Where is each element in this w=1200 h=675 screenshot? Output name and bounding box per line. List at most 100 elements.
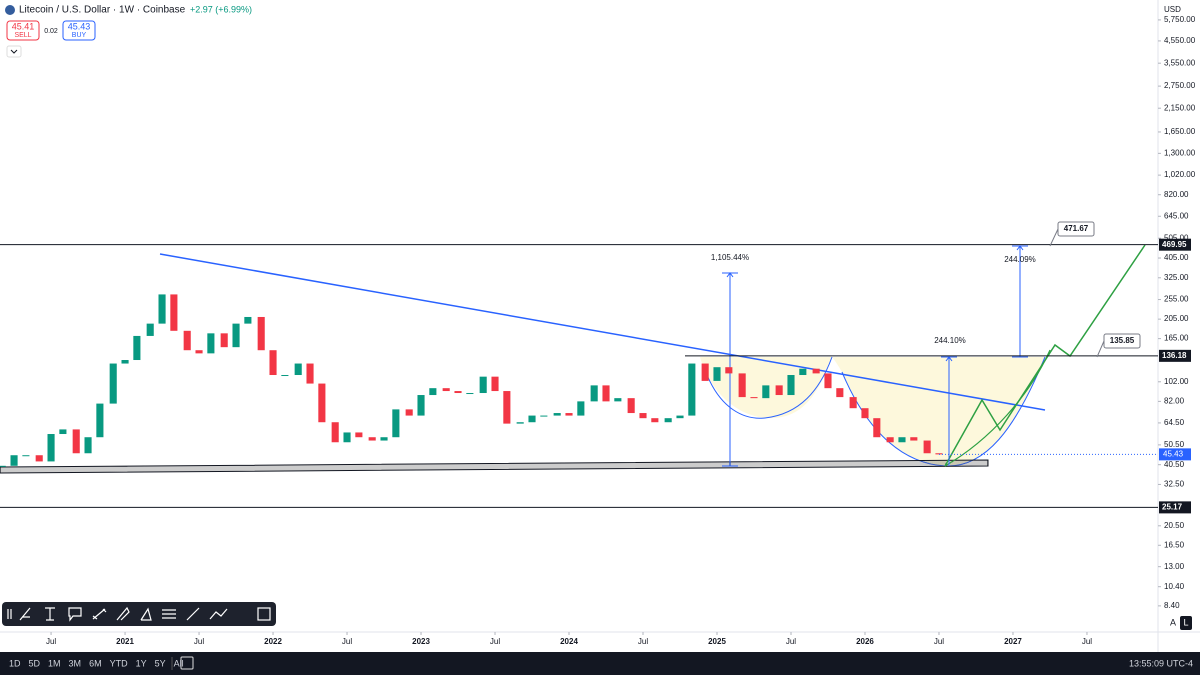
interval-button[interactable]: 1D (9, 658, 21, 668)
candle (121, 360, 129, 364)
callout-box (1057, 221, 1095, 237)
y-tick-label: 1,020.00 (1164, 170, 1196, 179)
candle (343, 432, 351, 443)
y-tick-label: 10.40 (1164, 582, 1185, 591)
candle (232, 323, 240, 348)
candle (799, 368, 807, 376)
candle (109, 363, 117, 404)
candle (935, 453, 943, 455)
candle (849, 397, 857, 409)
candle (158, 294, 166, 324)
candle (355, 432, 363, 438)
candle (812, 368, 820, 374)
y-tick-label: 325.00 (1164, 273, 1189, 282)
x-tick-label: Jul (638, 637, 648, 646)
candle (861, 408, 869, 419)
candle (306, 363, 314, 384)
candle (873, 418, 881, 438)
candle (639, 413, 647, 419)
candle (417, 395, 425, 416)
interval-button[interactable]: 1Y (136, 658, 147, 668)
chevron (10, 49, 18, 54)
clock: 13:55:09 UTC-4 (1129, 658, 1193, 668)
x-tick-label: 2027 (1004, 637, 1022, 646)
interval-button[interactable]: 6M (89, 658, 102, 668)
interval-button[interactable]: 1M (48, 658, 61, 668)
y-tick-label: 32.50 (1164, 480, 1185, 489)
buy-label: BUY (72, 32, 87, 39)
price-tag: 25.17 (1162, 502, 1183, 511)
candle (170, 294, 178, 331)
y-tick-label: 50.50 (1164, 440, 1185, 449)
auto-scale-button[interactable]: A (1170, 617, 1176, 627)
candle (10, 455, 18, 466)
callout-box (1103, 333, 1141, 349)
x-tick-label: Jul (194, 637, 204, 646)
y-tick-label: 16.50 (1164, 540, 1185, 549)
currency: USD (1164, 5, 1181, 14)
log-scale-button[interactable]: L (1183, 617, 1188, 627)
y-tick-label: 255.00 (1164, 295, 1189, 304)
sell-price: 45.41 (12, 21, 35, 31)
interval-button[interactable]: 5D (29, 658, 41, 668)
candle (207, 333, 215, 354)
candle (146, 323, 154, 336)
price-tag: 469.95 (1162, 240, 1187, 249)
coin-icon (5, 5, 15, 15)
y-tick-label: 5,750.00 (1164, 15, 1196, 24)
collapse-button[interactable] (6, 45, 22, 58)
y-tick-label: 13.00 (1164, 562, 1185, 571)
interval-button[interactable]: YTD (110, 658, 129, 668)
candle (528, 415, 536, 423)
candle (664, 418, 672, 423)
candle (257, 316, 265, 351)
interval-button[interactable]: 3M (69, 658, 82, 668)
candle (244, 316, 252, 324)
date-range-icon[interactable] (180, 656, 194, 670)
candle (442, 388, 450, 392)
sell-label: SELL (14, 32, 31, 39)
drawing-toolbar (2, 602, 276, 626)
interval-button[interactable]: 5Y (155, 658, 166, 668)
candle (824, 373, 832, 389)
candle (368, 437, 376, 441)
price-tag-bg (1159, 238, 1191, 251)
candle (886, 437, 894, 443)
candle (836, 388, 844, 398)
toolbar-icons (7, 606, 271, 622)
symbol-title: Litecoin / U.S. Dollar · 1W · Coinbase (19, 5, 186, 16)
candle (898, 437, 906, 443)
candle (577, 401, 585, 416)
candle (96, 403, 104, 438)
callout-line (1049, 228, 1059, 247)
y-tick-label: 4,550.00 (1164, 36, 1196, 45)
price-tag-bg (1159, 349, 1191, 362)
projection-path (944, 244, 1146, 467)
candle (466, 393, 474, 395)
sell-button[interactable] (6, 20, 40, 41)
buy-button[interactable] (62, 20, 96, 41)
y-tick-label: 820.00 (1164, 190, 1189, 199)
candle (35, 455, 43, 462)
candle (725, 367, 733, 374)
x-tick-label: 2022 (264, 637, 282, 646)
candle (787, 375, 795, 396)
x-tick-label: Jul (490, 637, 500, 646)
candle (392, 409, 400, 438)
candle (22, 455, 30, 457)
trendline (159, 253, 1046, 411)
y-tick-label: 64.50 (1164, 418, 1185, 427)
candle (491, 376, 499, 392)
candle (380, 437, 388, 441)
candle (713, 367, 721, 381)
candle (454, 391, 462, 394)
candle (701, 363, 709, 381)
y-tick-label: 102.00 (1164, 377, 1189, 386)
candle (590, 385, 598, 402)
price-change: +2.97 (+6.99%) (190, 4, 252, 14)
interval-button[interactable]: All (174, 658, 184, 668)
candle (195, 350, 203, 354)
y-tick-label: 3,550.00 (1164, 58, 1196, 67)
callout-label: 135.85 (1110, 336, 1135, 345)
